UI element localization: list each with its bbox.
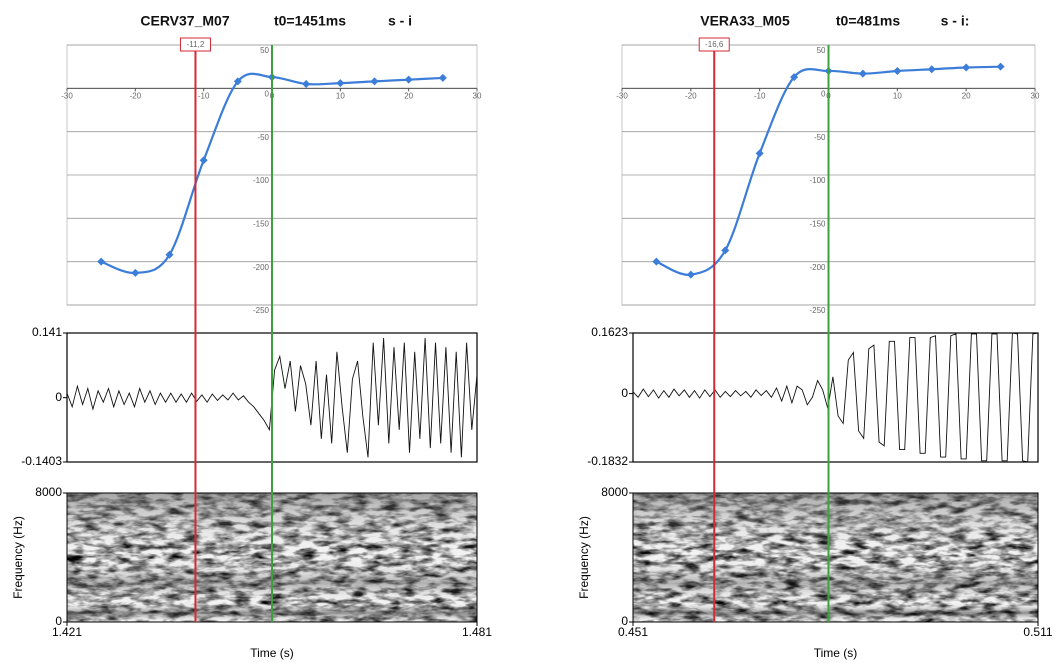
x-tick-label: 20 [962,91,971,100]
x-tick-label: 0.451 [618,625,648,639]
y-tick-label: 0 [621,614,628,628]
y-tick-label: 50 [260,46,269,55]
data-point [686,270,695,279]
data-line [100,72,443,275]
x-tick-label: 0.511 [1023,625,1052,639]
data-point [165,250,174,259]
data-point [404,75,413,84]
chart-title: CERV37_M07 [140,13,229,29]
y-tick-label: 0 [55,390,62,404]
y-tick-label: 0 [55,614,62,628]
x-axis-title: Time (s) [250,646,294,660]
y-tick-label: -200 [809,263,826,272]
y-tick-label: -0.1403 [21,454,62,468]
data-point [927,65,936,74]
waveform [632,332,1039,463]
chart-title: VERA33_M05 [700,13,790,29]
marker-label: -16,6 [705,40,724,49]
y-tick-label: 8000 [35,485,62,499]
y-tick-label: 50 [817,46,826,55]
x-tick-label: 30 [1031,91,1040,100]
y-tick-label: -50 [257,133,269,142]
y-axis-title: Frequency (Hz) [11,516,25,599]
y-tick-label: 0 [265,89,270,98]
spectrogram-bands [633,493,1038,622]
y-tick-label: 0.141 [32,325,62,339]
y-tick-label: -250 [809,306,826,315]
data-point [438,73,447,82]
data-point [721,246,730,255]
data-point [233,77,242,86]
data-point [996,62,1005,71]
y-tick-label: -100 [253,176,270,185]
chart-label: s - i: [941,13,970,29]
y-tick-label: 0.1623 [591,325,628,339]
x-tick-label: 10 [893,91,902,100]
y-tick-label: -0.1832 [587,454,628,468]
x-tick-label: 10 [336,91,345,100]
data-point [652,257,661,266]
data-point [755,149,764,158]
y-tick-label: -150 [809,219,826,228]
data-point [336,79,345,88]
x-axis-title: Time (s) [814,646,858,660]
chart-subtitle: t0=1451ms [274,13,346,29]
y-tick-label: -200 [253,263,270,272]
y-tick-label: -250 [253,306,270,315]
data-line [655,65,1001,276]
chart-subtitle: t0=481ms [836,13,900,29]
x-tick-label: -30 [61,91,73,100]
y-tick-label: -150 [253,219,270,228]
marker-label-box [698,37,730,52]
x-tick-label: -10 [198,91,210,100]
y-tick-label: -50 [814,133,826,142]
y-axis-title: Frequency (Hz) [577,516,591,599]
marker-label: -11,2 [187,40,205,49]
y-tick-label: 8000 [601,485,628,499]
data-point [302,80,311,88]
x-tick-label: 20 [404,91,413,100]
x-tick-label: -30 [616,91,628,100]
x-tick-label: -20 [685,91,697,100]
data-point [131,268,140,277]
data-point [790,73,799,82]
x-tick-label: -10 [754,91,766,100]
data-point [893,67,902,75]
spectrogram-frame [632,492,1039,623]
y-tick-label: -100 [809,176,826,185]
x-tick-label: -20 [130,91,142,100]
data-point [858,69,867,78]
marker-label-box [179,37,211,52]
data-point [199,156,208,165]
data-point [97,257,106,266]
x-tick-label: 1.421 [52,625,82,639]
data-point [962,63,971,72]
x-tick-label: 1.481 [462,625,492,639]
y-tick-label: 0 [821,89,826,98]
chart-label: s - i [388,13,412,29]
data-point [370,77,379,86]
x-tick-label: 30 [473,91,482,100]
y-tick-label: 0 [621,386,628,400]
